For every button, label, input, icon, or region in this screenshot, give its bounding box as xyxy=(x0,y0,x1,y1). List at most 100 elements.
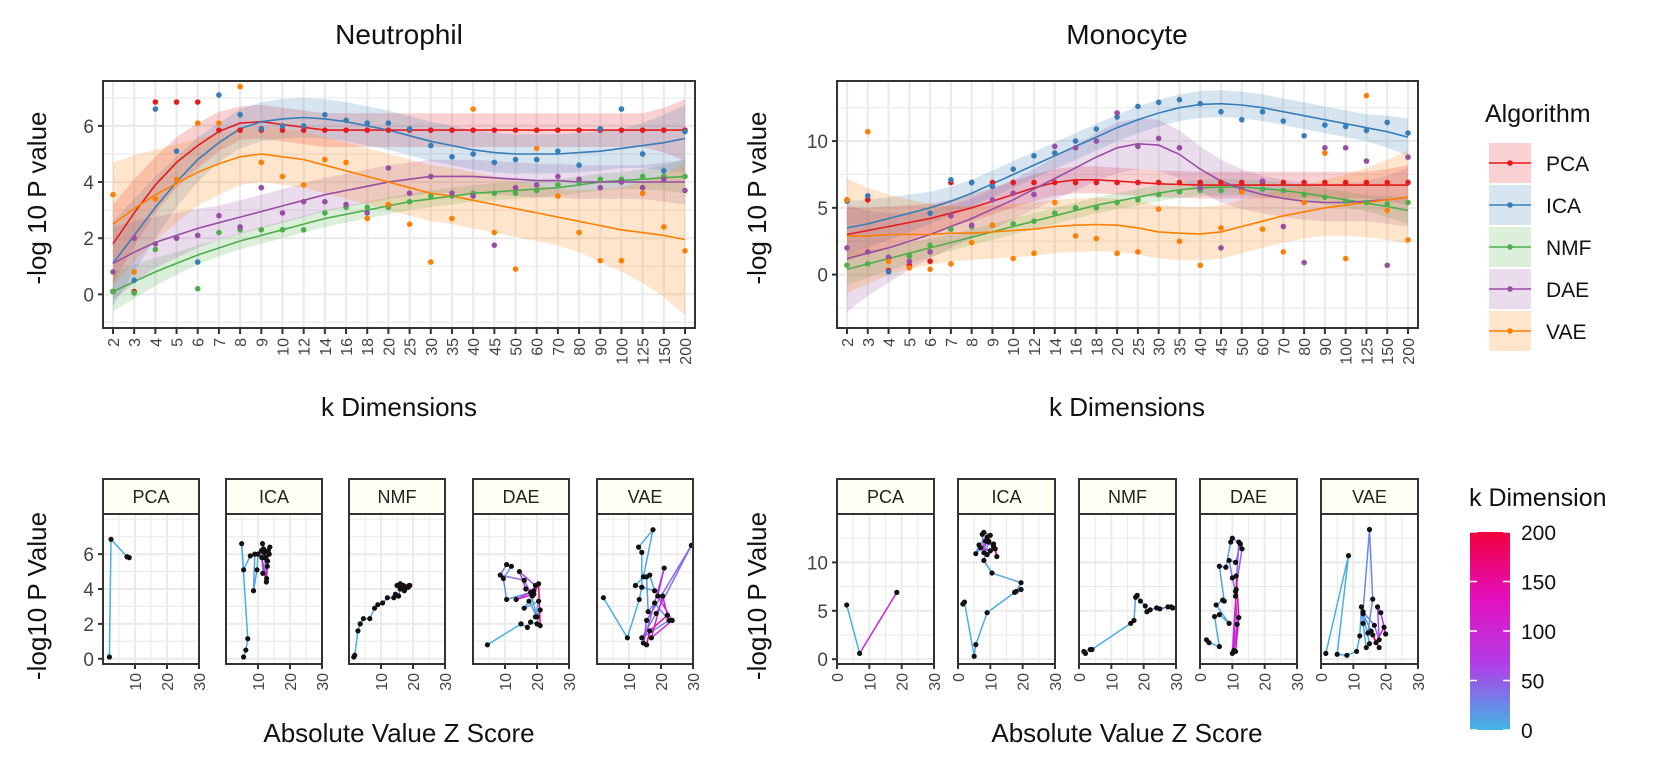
y-tick-label: 5 xyxy=(817,602,828,623)
data-point-ica xyxy=(1072,138,1079,144)
data-point-ica xyxy=(427,142,434,149)
data-point xyxy=(372,605,378,611)
data-point xyxy=(384,595,390,601)
x-tick-label: 5 xyxy=(170,338,187,347)
data-point-ica xyxy=(258,125,265,132)
trajectory-segment xyxy=(354,630,359,656)
trajectory-segment xyxy=(1231,589,1237,654)
x-tick-label: 20 xyxy=(406,673,423,691)
panel-border xyxy=(348,513,446,665)
trajectory-segment xyxy=(645,545,693,621)
confidence-band-nmf xyxy=(113,159,685,312)
x-tick-label: 30 xyxy=(562,673,579,691)
data-point-vae xyxy=(885,258,892,265)
data-point-nmf xyxy=(1363,199,1370,206)
monocyte-bottom-xlabel: Absolute Value Z Score xyxy=(991,718,1262,748)
neutrophil-top-ylabel: -log 10 P value xyxy=(22,112,52,285)
data-point-vae xyxy=(1093,235,1100,242)
data-point xyxy=(259,555,265,561)
x-tick-label: 14 xyxy=(318,338,335,356)
x-tick-label: 0 xyxy=(1193,673,1210,682)
data-point-nmf xyxy=(948,226,954,232)
data-point-pca xyxy=(555,127,561,133)
data-point-nmf xyxy=(1031,218,1037,224)
colorbar-tick-label: 100 xyxy=(1521,621,1556,644)
trajectory-segment xyxy=(650,619,673,639)
confidence-band-nmf xyxy=(847,179,1408,286)
y-tick-label: 2 xyxy=(83,229,94,250)
data-point-pca xyxy=(1135,179,1141,186)
neutrophil-bottom-chart: -log10 P Value Absolute Value Z Score PC… xyxy=(22,478,703,748)
data-point-dae xyxy=(1280,223,1287,230)
data-point-ica xyxy=(385,120,392,126)
fit-line-vae xyxy=(112,153,686,241)
plot-background xyxy=(837,81,1418,328)
data-point-pca xyxy=(300,127,307,133)
facet-ica: ICA 0 10 20 30 xyxy=(951,478,1065,691)
data-point-vae xyxy=(152,196,159,202)
fit-line-pca xyxy=(112,120,685,245)
data-point-dae xyxy=(1301,259,1307,266)
facet-strip-label: PCA xyxy=(867,487,904,507)
facet-nmf: NMF 10 20 30 xyxy=(348,478,455,691)
trajectory-segment xyxy=(981,534,985,553)
facet-strip xyxy=(1199,478,1298,515)
data-point xyxy=(857,650,863,656)
data-point-vae xyxy=(110,191,116,198)
data-point-ica xyxy=(1155,99,1162,106)
data-point xyxy=(1142,603,1148,609)
trajectory-segment xyxy=(645,576,649,612)
data-point-vae xyxy=(1197,262,1204,269)
neutrophil-title: Neutrophil xyxy=(335,19,463,50)
x-tick-label: 10 xyxy=(1104,673,1121,691)
data-point-dae xyxy=(661,176,667,183)
facet-pca: PCA 10 20 30 0 2 4 6 xyxy=(83,478,209,691)
data-point-ica xyxy=(1218,108,1224,115)
data-point xyxy=(1378,610,1384,616)
data-point xyxy=(1383,631,1389,637)
data-point-ica xyxy=(1280,118,1287,124)
data-point xyxy=(1357,633,1363,639)
data-point-dae xyxy=(152,240,159,247)
facet-strip-label: DAE xyxy=(502,487,539,507)
data-point-pca xyxy=(533,127,540,133)
data-point xyxy=(639,549,645,555)
data-point-vae xyxy=(449,215,455,222)
data-point-pca xyxy=(1238,179,1245,186)
k-dimension-legend-title: k Dimension xyxy=(1469,484,1607,512)
x-tick-label: 12 xyxy=(1027,338,1044,356)
data-point xyxy=(106,654,112,660)
data-point-pca xyxy=(1072,179,1079,186)
data-point-pca xyxy=(1322,179,1328,186)
data-point xyxy=(260,570,266,576)
x-tick-label: 60 xyxy=(530,338,547,356)
data-point-ica xyxy=(512,156,519,163)
data-point xyxy=(1226,557,1232,564)
data-point-dae xyxy=(948,213,954,219)
data-point-pca xyxy=(1093,179,1100,186)
data-point-dae xyxy=(364,210,371,216)
trajectory-segment xyxy=(256,554,259,570)
monocyte-title: Monocyte xyxy=(1066,19,1187,50)
x-tick-label: 100 xyxy=(1339,338,1356,365)
data-point-nmf xyxy=(216,229,222,236)
data-point-nmf xyxy=(682,173,688,180)
fit-line-ica xyxy=(846,102,1409,229)
legend-item-nmf: NMF xyxy=(1489,227,1592,267)
data-point-pca xyxy=(989,179,996,186)
data-point xyxy=(1232,593,1239,599)
data-point xyxy=(1226,620,1232,626)
data-point xyxy=(1374,604,1381,610)
data-point xyxy=(994,553,1000,560)
x-tick-label: 30 xyxy=(1048,673,1065,691)
facet-strip xyxy=(225,478,323,515)
x-tick-label: 7 xyxy=(212,338,229,347)
data-point xyxy=(844,602,850,608)
trajectory-segment xyxy=(500,574,525,582)
data-point xyxy=(990,541,997,547)
x-tick-label: 9 xyxy=(985,338,1002,347)
confidence-band-vae xyxy=(113,125,685,316)
trajectory-segment xyxy=(487,623,522,646)
data-point-pca xyxy=(343,127,349,133)
data-point-vae xyxy=(1342,255,1349,262)
